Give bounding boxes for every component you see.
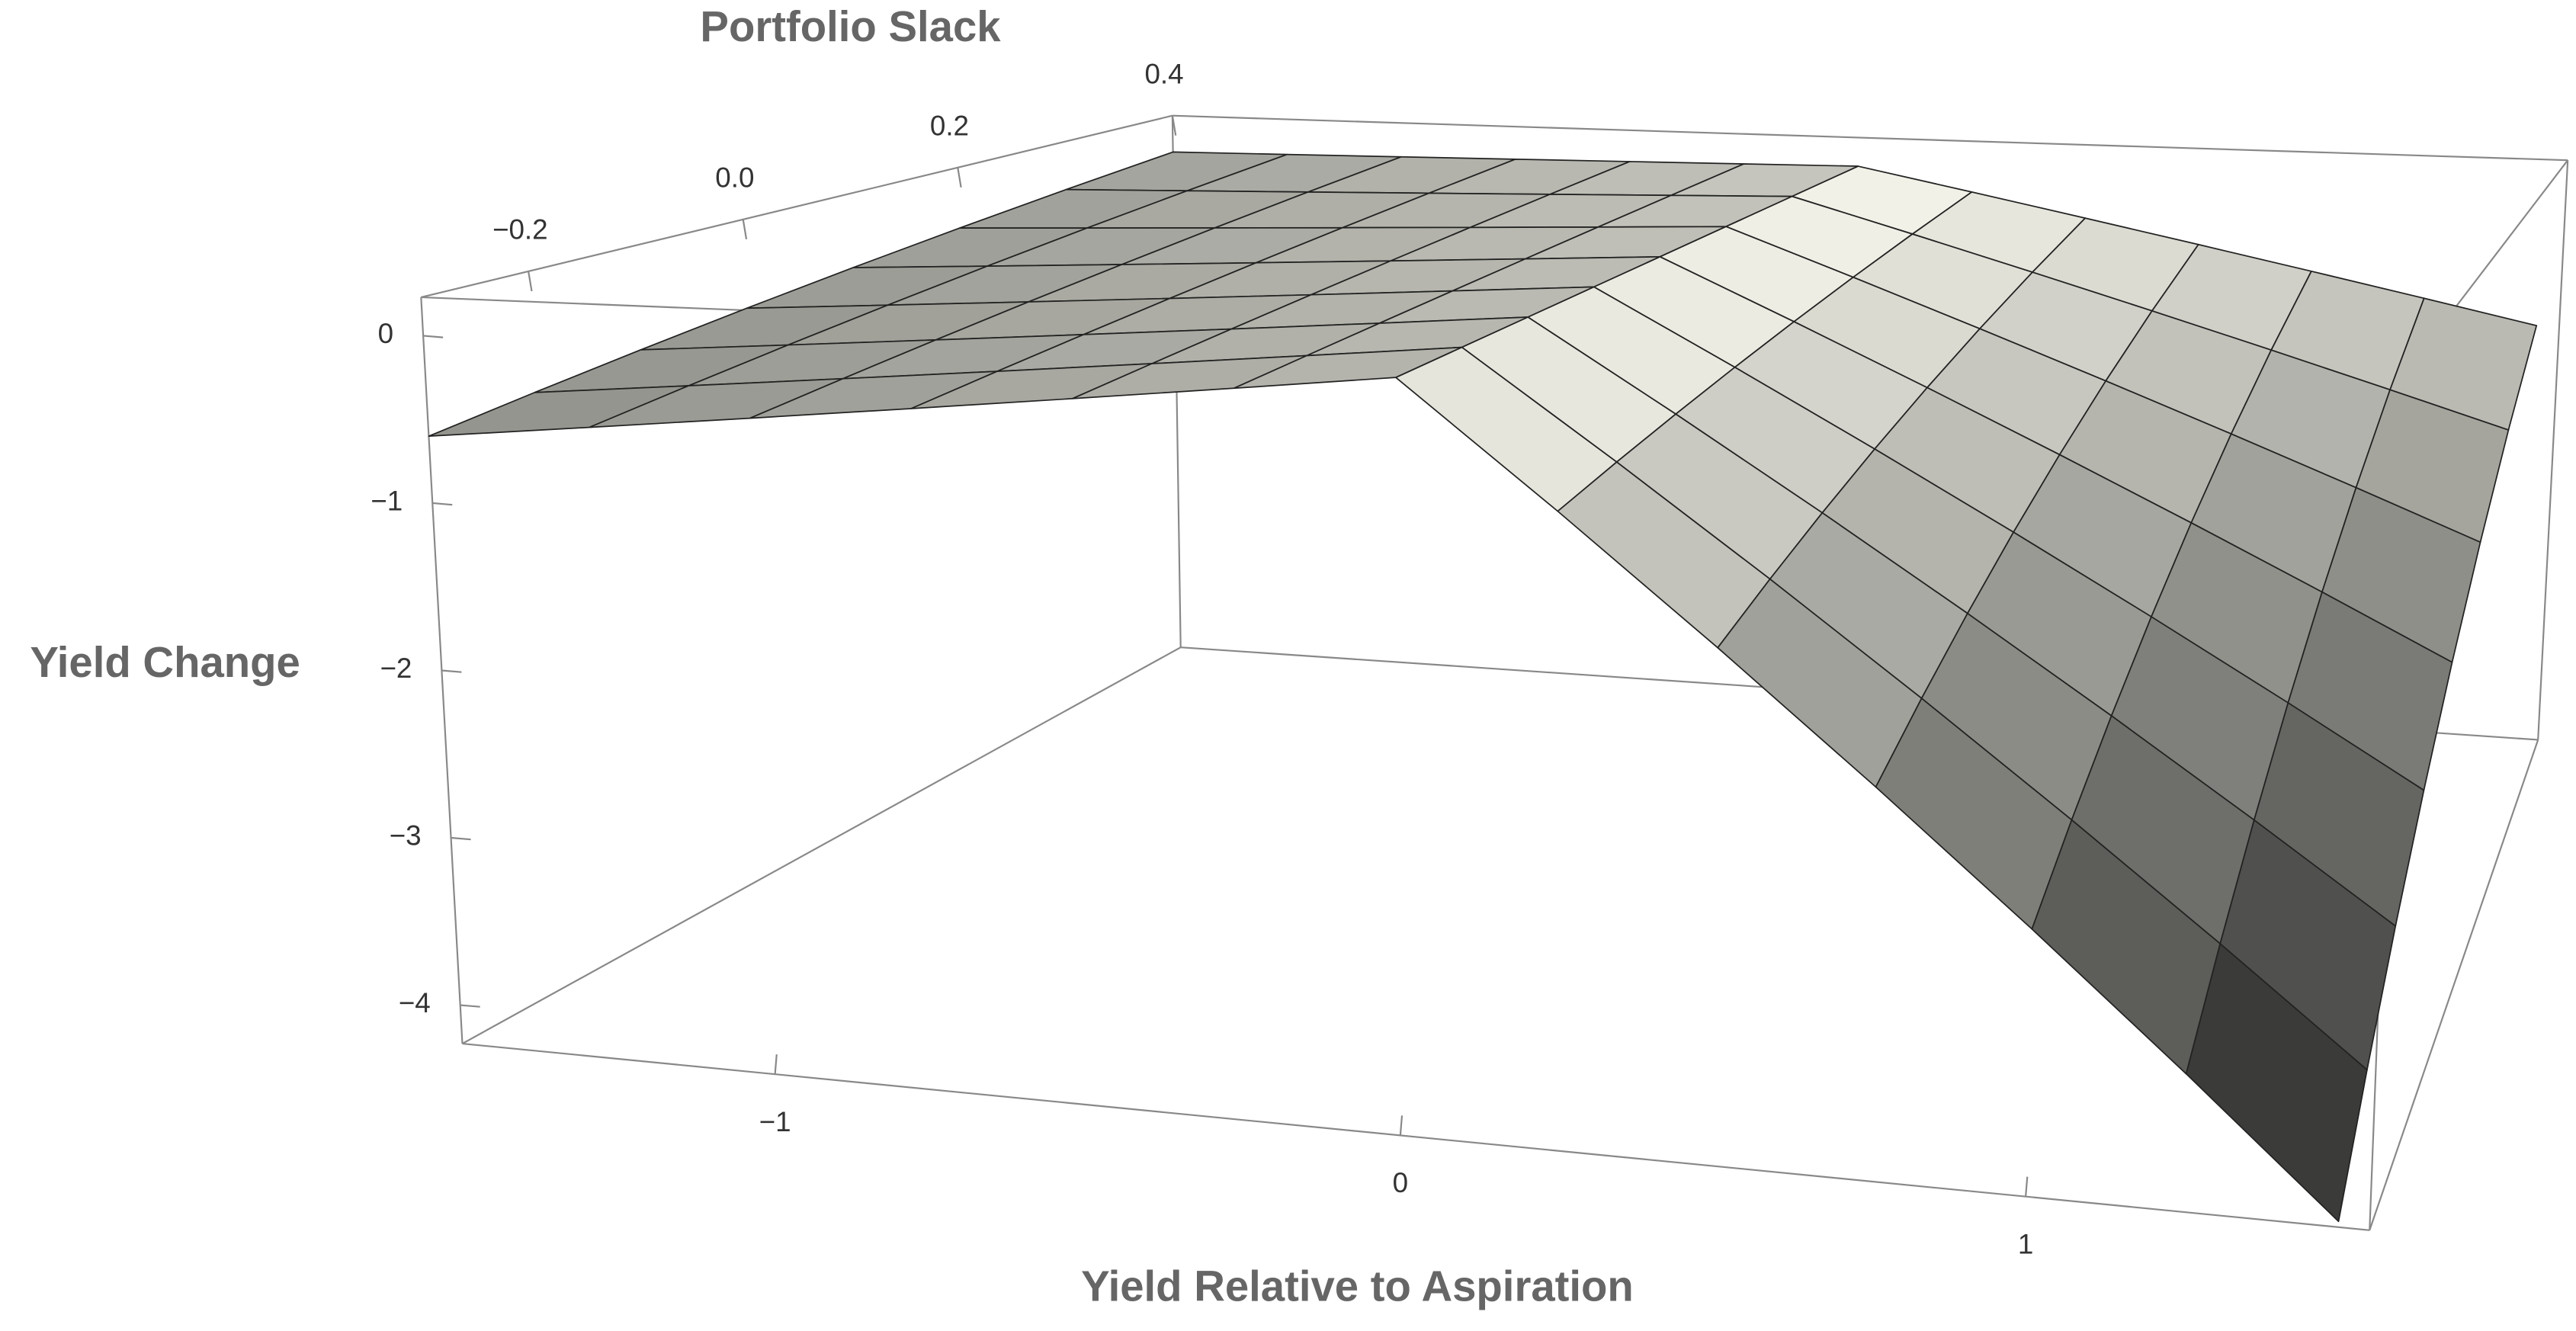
box-edge — [462, 1042, 2370, 1231]
surface-patch — [2185, 943, 2368, 1223]
x-tick — [1399, 1115, 1403, 1136]
box-edge — [1172, 114, 2568, 162]
box-edge — [2537, 160, 2569, 740]
y-axis-title: Portfolio Slack — [700, 2, 1001, 50]
box-edge — [421, 114, 1173, 299]
x-tick-label: 1 — [2018, 1228, 2033, 1259]
y-tick — [528, 271, 533, 292]
z-tick — [441, 669, 462, 673]
z-tick — [423, 335, 444, 338]
x-tick — [2025, 1176, 2029, 1197]
x-tick — [774, 1054, 778, 1075]
y-tick-label: 0.2 — [930, 111, 969, 142]
x-tick-label: −1 — [759, 1106, 791, 1137]
z-tick-label: −4 — [399, 987, 431, 1018]
x-tick-label: 0 — [1393, 1167, 1408, 1198]
y-tick — [957, 167, 962, 188]
y-tick — [742, 219, 748, 240]
box-edge — [461, 646, 1182, 1044]
y-tick-label: −0.2 — [492, 214, 548, 245]
y-tick — [1171, 115, 1177, 136]
z-axis-title: Yield Change — [30, 638, 300, 686]
y-tick-label: 0.0 — [715, 162, 754, 194]
z-tick — [432, 502, 453, 506]
x-axis-title: Yield Relative to Aspiration — [1081, 1262, 1634, 1310]
z-tick — [451, 836, 471, 841]
z-tick-label: −1 — [371, 486, 403, 517]
z-tick-label: −3 — [390, 820, 422, 852]
y-tick-label: 0.4 — [1144, 58, 1183, 89]
z-tick-label: 0 — [378, 318, 393, 349]
z-tick-label: −2 — [380, 653, 412, 684]
z-tick — [460, 1004, 480, 1008]
box-edge — [2369, 739, 2539, 1231]
